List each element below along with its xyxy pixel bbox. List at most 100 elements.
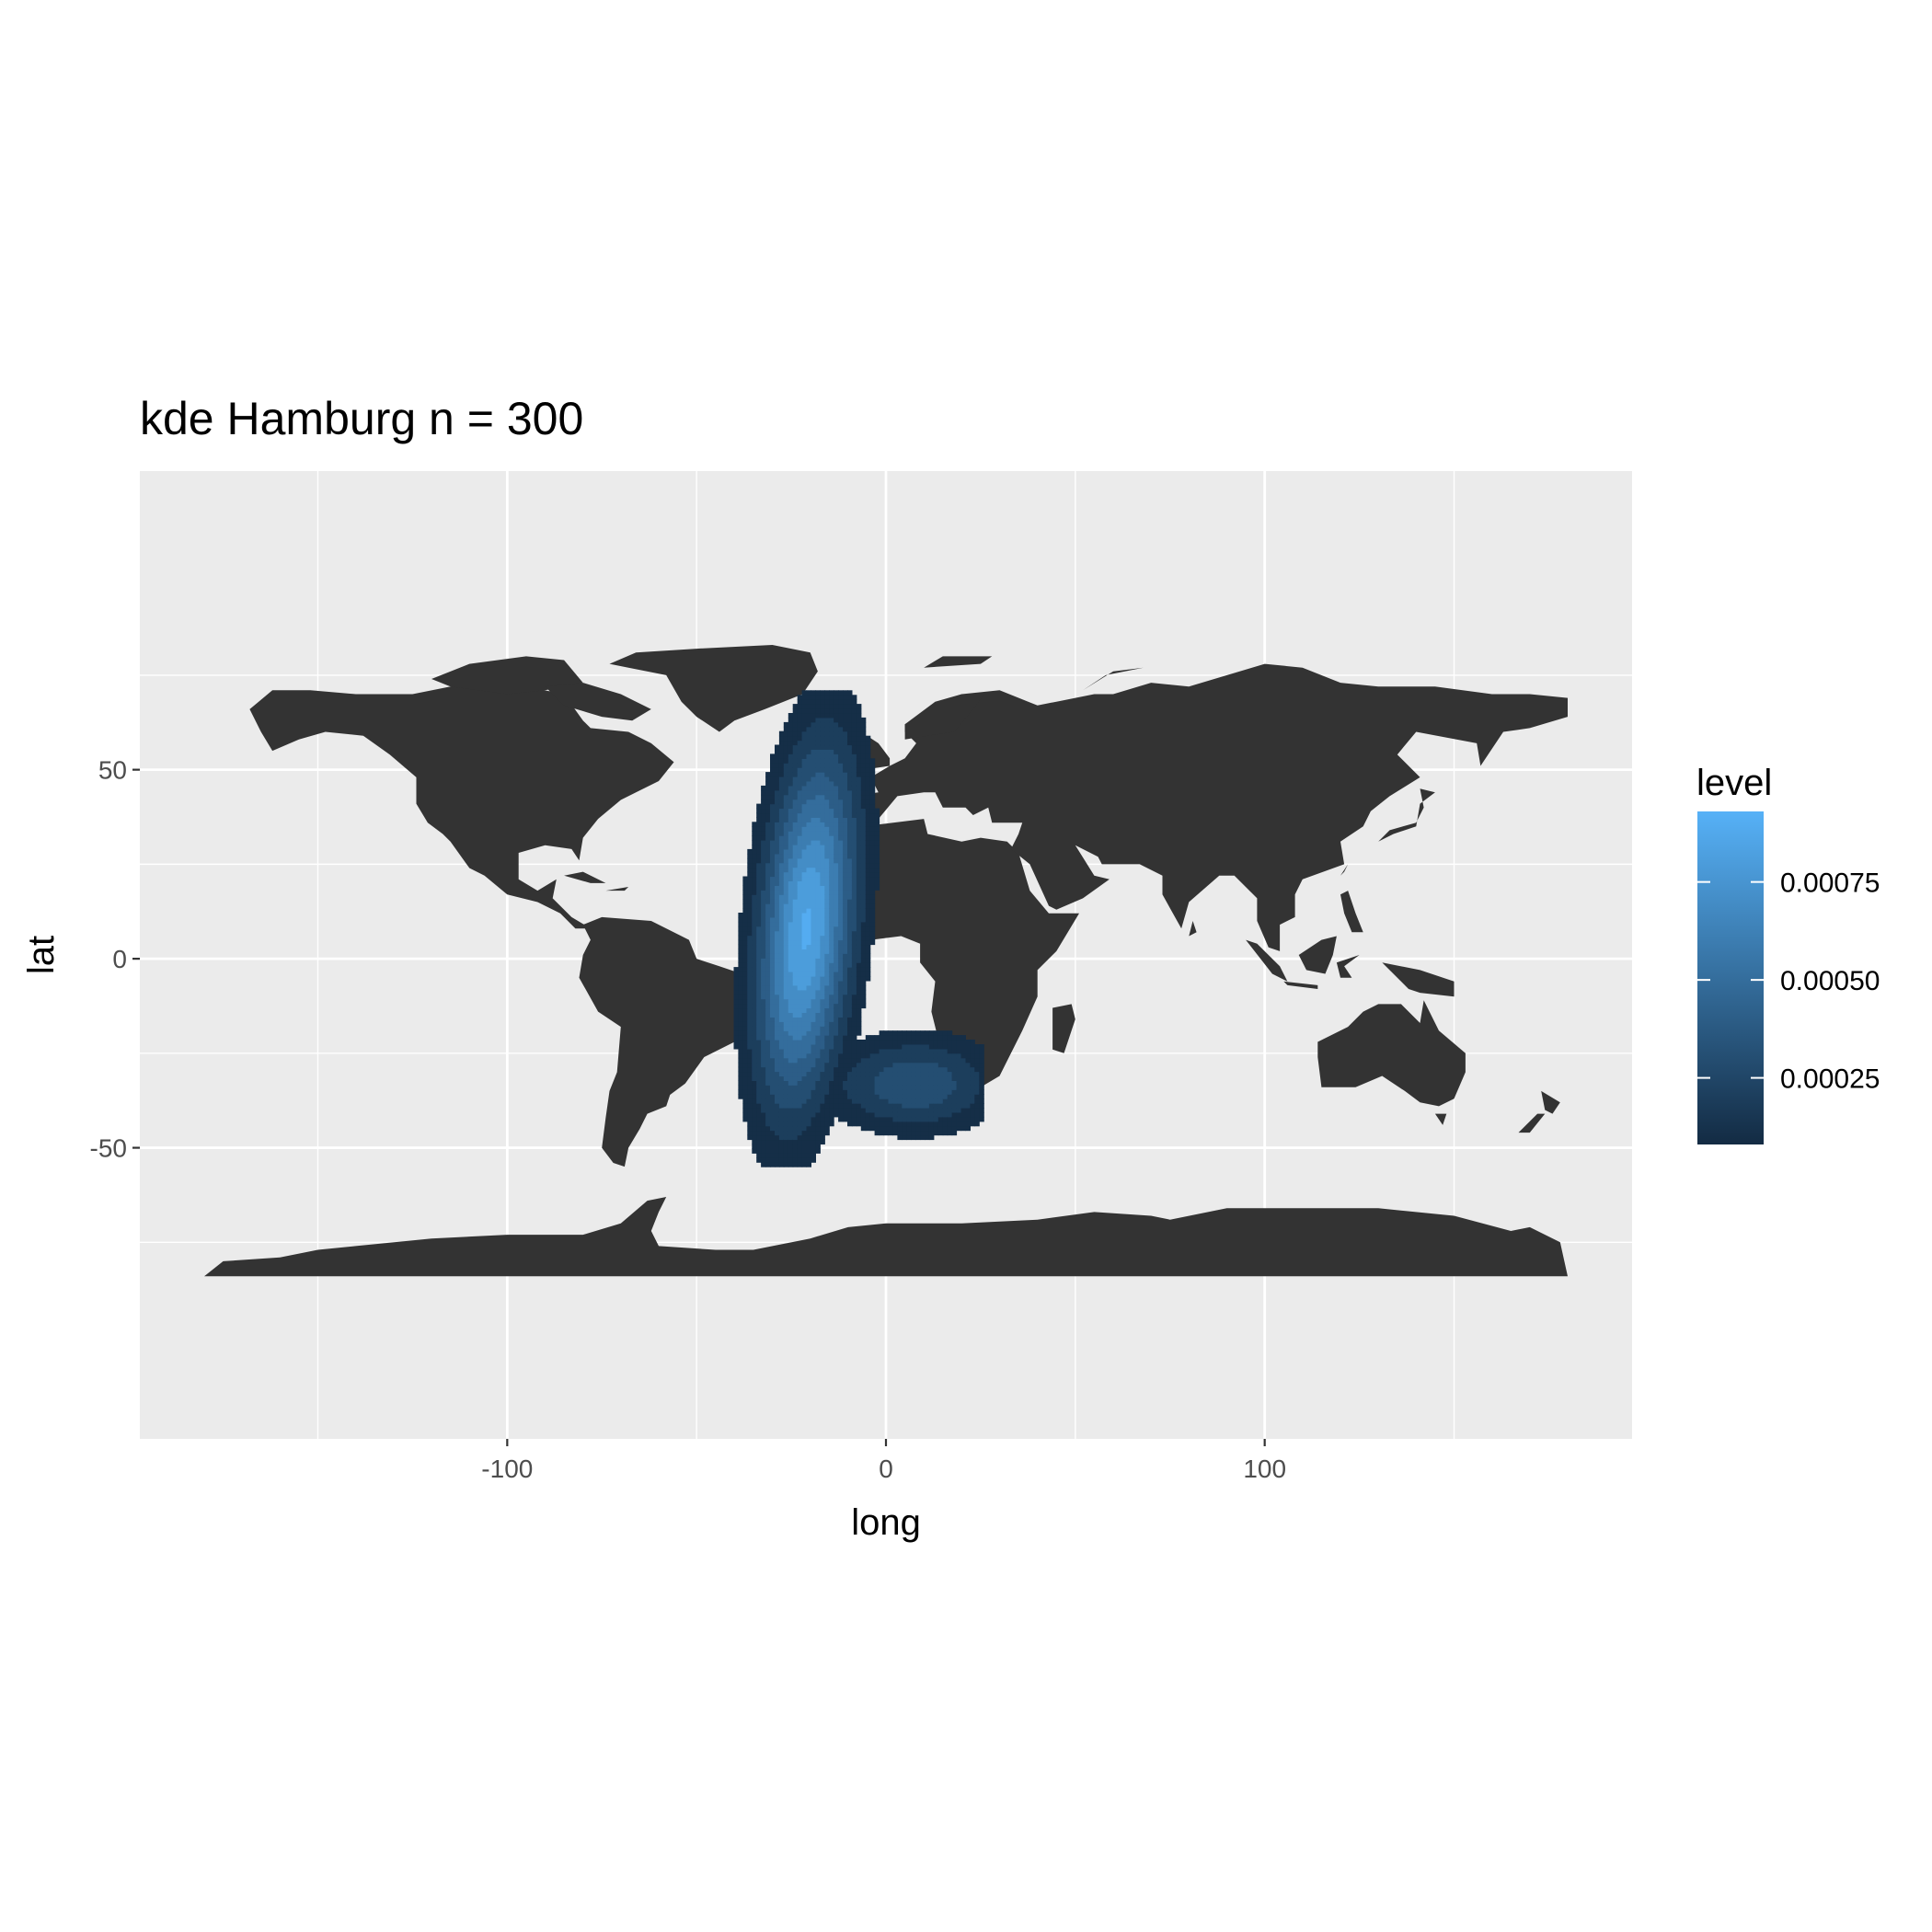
density-cell — [820, 913, 825, 918]
density-cell — [811, 848, 816, 855]
density-cell — [806, 726, 811, 732]
density-cell — [783, 753, 789, 759]
density-cell — [829, 776, 834, 782]
density-cell — [951, 1075, 958, 1081]
density-cell — [902, 1035, 907, 1041]
density-cell — [752, 1089, 757, 1095]
density-cell — [829, 935, 834, 941]
density-cell — [838, 976, 844, 982]
density-cell — [775, 789, 780, 796]
density-cell — [920, 1089, 926, 1095]
density-cell — [752, 1075, 757, 1081]
density-cell — [792, 781, 799, 787]
density-cell — [838, 1111, 844, 1118]
density-cell — [974, 1066, 980, 1073]
density-cell — [928, 1125, 935, 1132]
density-cell — [815, 853, 821, 859]
density-cell — [801, 921, 808, 927]
density-cell — [860, 1089, 867, 1095]
density-cell — [765, 785, 771, 791]
density-cell — [761, 840, 766, 845]
density-cell — [778, 1071, 785, 1077]
density-cell — [965, 1071, 971, 1077]
density-cell — [942, 1103, 949, 1109]
density-cell — [783, 903, 789, 909]
density-cell — [765, 853, 771, 859]
density-cell — [797, 1162, 803, 1167]
density-cell — [742, 998, 748, 1005]
density-cell — [738, 1044, 743, 1050]
density-cell — [865, 1125, 871, 1132]
density-cell — [788, 1157, 794, 1163]
density-cell — [797, 880, 803, 886]
density-cell — [788, 826, 794, 832]
density-cell — [747, 1035, 753, 1041]
density-cell — [824, 1071, 830, 1077]
density-cell — [824, 726, 830, 732]
density-cell — [742, 1075, 748, 1081]
density-cell — [761, 1121, 766, 1127]
density-cell — [792, 1080, 799, 1086]
density-cell — [979, 1048, 984, 1054]
density-cell — [947, 1052, 953, 1059]
density-cell — [747, 848, 753, 855]
density-cell — [970, 1040, 975, 1045]
density-cell — [925, 1130, 930, 1136]
density-cell — [747, 1121, 753, 1127]
density-cell — [761, 899, 766, 904]
density-cell — [792, 1026, 799, 1031]
density-cell — [865, 953, 871, 959]
density-cell — [911, 1071, 916, 1077]
density-cell — [788, 984, 794, 991]
density-cell — [792, 1071, 799, 1077]
density-cell — [824, 1003, 830, 1009]
density-cell — [783, 984, 789, 991]
density-cell — [829, 916, 834, 923]
density-cell — [865, 972, 871, 977]
density-cell — [824, 1085, 830, 1090]
density-cell — [960, 1040, 966, 1045]
density-cell — [824, 899, 830, 904]
density-cell — [925, 1121, 930, 1127]
density-cell — [801, 1098, 808, 1104]
density-cell — [834, 998, 839, 1005]
density-cell — [778, 1144, 785, 1149]
density-cell — [788, 1044, 794, 1050]
density-cell — [806, 1021, 811, 1027]
density-cell — [788, 772, 794, 777]
density-cell — [788, 1144, 794, 1149]
density-cell — [829, 735, 834, 742]
density-cell — [856, 916, 862, 923]
density-cell — [778, 1075, 785, 1081]
density-cell — [806, 1098, 811, 1104]
density-cell — [856, 1098, 862, 1104]
density-cell — [960, 1066, 966, 1073]
density-cell — [856, 908, 862, 914]
density-cell — [783, 1012, 789, 1018]
density-cell — [801, 1075, 808, 1081]
density-cell — [801, 1089, 808, 1095]
density-cell — [765, 921, 771, 927]
density-cell — [733, 984, 739, 991]
density-cell — [843, 921, 848, 927]
density-cell — [815, 1103, 821, 1109]
density-cell — [838, 845, 844, 850]
density-cell — [847, 921, 853, 927]
density-cell — [778, 781, 785, 787]
density-cell — [879, 1121, 885, 1127]
density-cell — [829, 713, 834, 719]
density-cell — [820, 803, 825, 810]
density-cell — [851, 1003, 857, 1009]
density-cell — [783, 880, 789, 886]
density-cell — [815, 908, 821, 914]
density-cell — [783, 817, 789, 822]
density-cell — [756, 845, 762, 850]
density-cell — [765, 998, 771, 1005]
density-cell — [956, 1052, 962, 1059]
density-cell — [756, 944, 762, 949]
density-cell — [778, 962, 785, 968]
density-cell — [824, 984, 830, 991]
density-cell — [838, 880, 844, 886]
density-cell — [847, 730, 853, 737]
density-cell — [860, 1052, 867, 1059]
